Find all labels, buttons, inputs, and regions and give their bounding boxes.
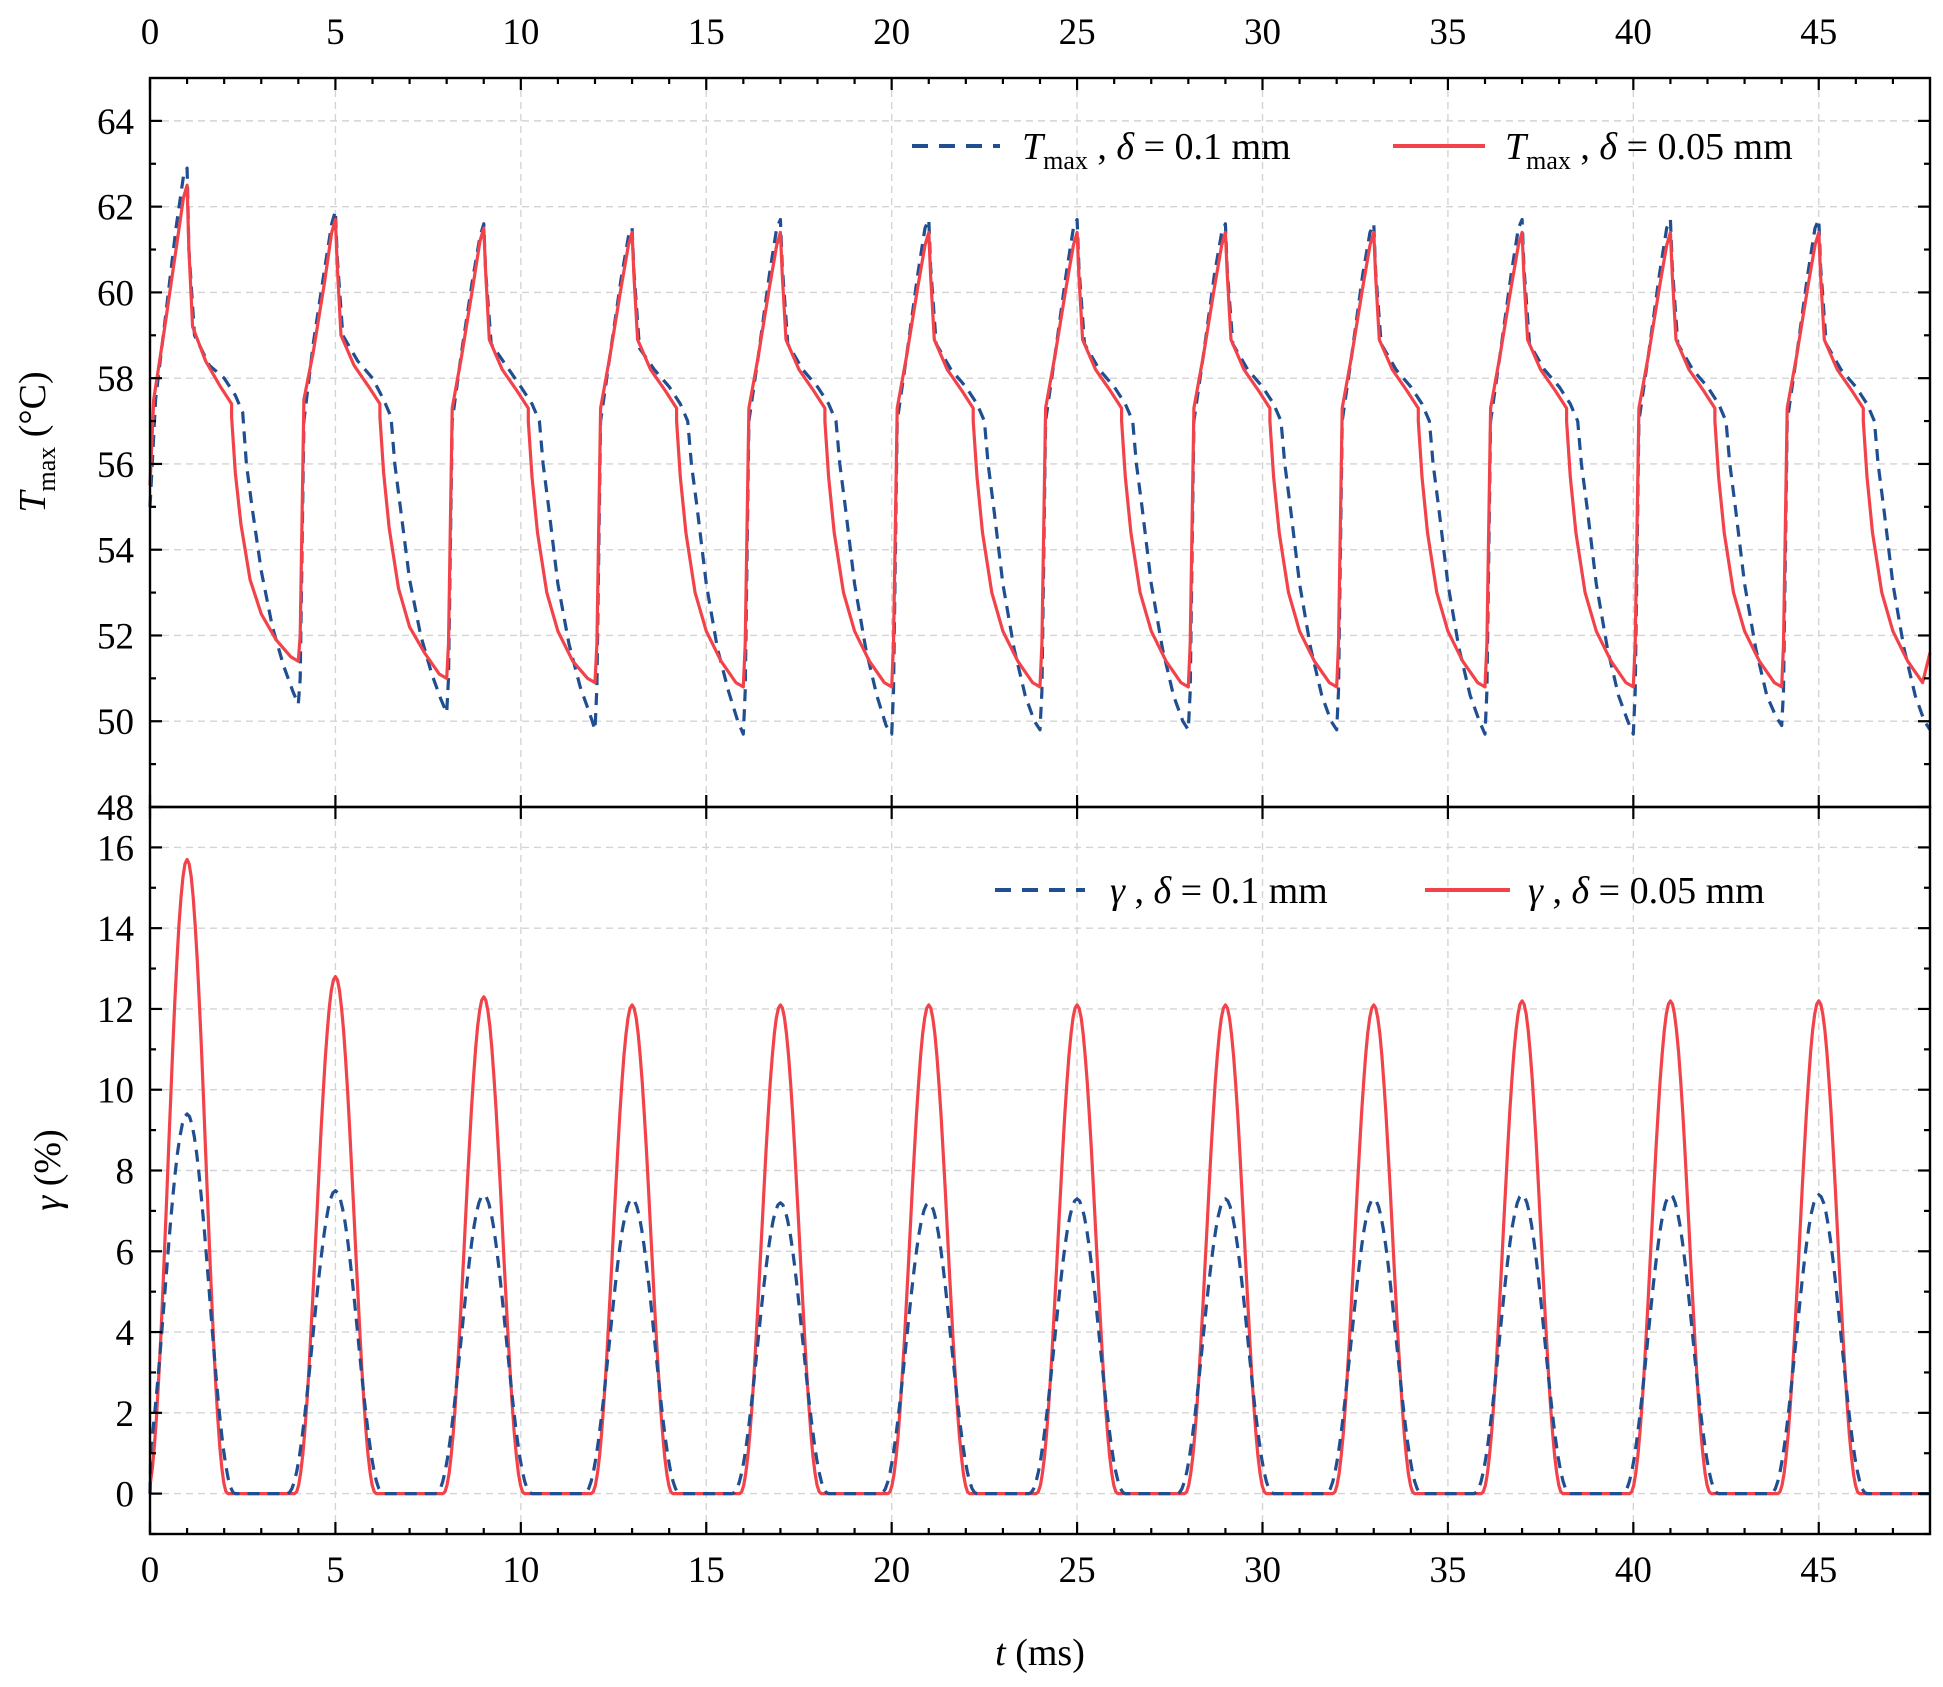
bottom-y-tick-label: 4	[116, 1313, 135, 1354]
bottom-x-tick-label: 0	[141, 1550, 160, 1591]
bottom-ticks	[148, 807, 1930, 1536]
gamma-series-solid-line	[148, 857, 1930, 1496]
bottom-x-tick-label: 10	[502, 1550, 539, 1591]
bottom-panel: 0 5 10 15 20 25 30 35 40 45 0 2 4 6 8 10 12 14 16 γ (%) γ…	[27, 805, 1932, 1674]
top-y-tick-label: 56	[97, 445, 134, 486]
tmax-series-dashed-line	[148, 166, 1932, 736]
top-y-tick-label: 48	[97, 788, 134, 829]
top-legend-entry-solid: Tmax , δ = 0.05 mm	[1505, 126, 1793, 175]
bottom-y-tick-label: 8	[116, 1152, 135, 1193]
top-x-tick-label: 25	[1059, 12, 1096, 53]
bottom-grid	[150, 807, 1930, 1534]
bottom-x-tick-label: 5	[326, 1550, 345, 1591]
top-y-tick-label: 50	[97, 702, 134, 743]
bottom-y-tick-label: 6	[116, 1232, 135, 1273]
bottom-y-tick-label: 16	[97, 828, 134, 869]
bottom-series	[148, 857, 1930, 1496]
top-series	[148, 166, 1932, 736]
top-x-tick-label: 30	[1244, 12, 1281, 53]
top-x-tick-label: 15	[688, 12, 725, 53]
bottom-y-tick-label: 14	[97, 909, 134, 950]
top-y-tick-label: 52	[97, 616, 134, 657]
top-y-tick-labels: 48 50 52 54 56 58 60 62 64	[97, 102, 134, 829]
top-y-tick-label: 62	[97, 188, 134, 229]
bottom-legend-entry-solid: γ , δ = 0.05 mm	[1528, 870, 1765, 912]
bottom-x-tick-label: 40	[1615, 1550, 1652, 1591]
bottom-x-tick-label: 20	[873, 1550, 910, 1591]
top-y-tick-label: 54	[97, 531, 134, 572]
top-x-tick-label: 35	[1429, 12, 1466, 53]
top-x-tick-label: 10	[502, 12, 539, 53]
bottom-x-tick-label: 45	[1800, 1550, 1837, 1591]
bottom-y-tick-label: 2	[116, 1394, 135, 1435]
top-y-axis-title: Tmax (°C)	[12, 371, 61, 512]
bottom-y-tick-label: 0	[116, 1475, 135, 1516]
top-panel: 0 5 10 15 20 25 30 35 40 45 48 50 52 54 56 58 60 62 64 Tm…	[12, 12, 1932, 829]
top-x-tick-label: 5	[326, 12, 345, 53]
top-x-tick-labels: 0 5 10 15 20 25 30 35 40 45	[141, 12, 1838, 53]
bottom-x-tick-label: 35	[1429, 1550, 1466, 1591]
top-x-tick-label: 40	[1615, 12, 1652, 53]
tmax-series-solid-line	[148, 183, 1932, 689]
bottom-y-tick-labels: 0 2 4 6 8 10 12 14 16	[97, 828, 134, 1515]
top-legend-entry-dashed: Tmax , δ = 0.1 mm	[1022, 126, 1291, 175]
top-legend: Tmax , δ = 0.1 mm Tmax , δ = 0.05 mm	[912, 126, 1793, 175]
bottom-y-tick-label: 10	[97, 1071, 134, 1112]
bottom-x-tick-label: 30	[1244, 1550, 1281, 1591]
top-y-tick-label: 64	[97, 102, 134, 143]
bottom-legend: γ , δ = 0.1 mm γ , δ = 0.05 mm	[995, 870, 1765, 912]
top-y-tick-label: 58	[97, 359, 134, 400]
top-y-tick-label: 60	[97, 273, 134, 314]
top-ticks	[148, 78, 1930, 809]
bottom-x-tick-labels: 0 5 10 15 20 25 30 35 40 45	[141, 1550, 1838, 1591]
bottom-x-tick-label: 15	[688, 1550, 725, 1591]
top-x-tick-label: 45	[1800, 12, 1837, 53]
top-x-tick-label: 0	[141, 12, 160, 53]
bottom-y-axis-title: γ (%)	[27, 1129, 69, 1210]
bottom-x-tick-label: 25	[1059, 1550, 1096, 1591]
bottom-legend-entry-dashed: γ , δ = 0.1 mm	[1110, 870, 1328, 912]
x-axis-title: t (ms)	[995, 1632, 1085, 1674]
bottom-y-tick-label: 12	[97, 990, 134, 1031]
gamma-series-dashed-line	[148, 1112, 1930, 1496]
top-grid	[150, 78, 1930, 807]
top-x-tick-label: 20	[873, 12, 910, 53]
